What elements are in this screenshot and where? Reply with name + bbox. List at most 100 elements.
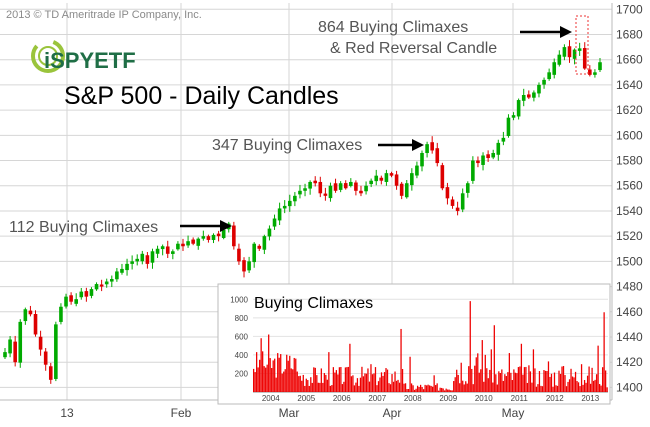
inset-bar [265,367,267,392]
candle-body [18,321,23,363]
candle [379,175,384,185]
inset-bar [456,369,458,392]
candle-body [206,236,211,240]
candle [404,179,409,199]
candle-body [125,263,129,271]
candle [369,178,373,188]
inset-bar [382,375,384,392]
inset-bar [311,382,313,392]
candle-body [171,251,175,254]
inset-bar [373,373,375,392]
inset-bar [448,389,450,392]
inset-bar [528,365,530,392]
inset-bar [256,352,258,392]
candle-body [318,181,323,194]
candle-body [445,187,450,199]
annotation-112: 112 Buying Climaxes [9,219,232,236]
inset-bar [262,351,264,392]
inset-bar [356,378,359,392]
inset-bar [410,383,413,392]
candle-body [491,152,496,158]
inset-bar [493,325,495,392]
candle-body [191,239,195,244]
inset-bar [471,368,473,392]
candle [69,292,73,305]
inset-bar [368,381,371,392]
candle-body [196,238,201,246]
inset-bar [425,385,428,392]
candle [3,348,7,360]
candle [59,303,63,325]
inset-bar [531,382,533,392]
inset-bar [589,383,592,392]
inset-bar [453,381,455,392]
inset-bar [283,371,285,392]
candle-body [89,289,94,296]
inset-bar [552,386,554,392]
inset-bar [481,340,483,392]
arrow-right-icon [560,26,572,38]
inset-bar [523,367,526,392]
inset-bar [326,379,328,392]
candle [588,65,592,77]
candle-body [465,183,470,193]
inset-bar [277,353,279,392]
candle-body [23,309,28,322]
inset-bar [331,385,333,392]
candle [79,287,84,300]
inset-bar [579,386,581,392]
inset-bar [407,389,410,392]
inset-y-tick-label: 600 [235,332,249,341]
inset-bar [502,380,504,392]
inset-bar [435,385,437,392]
inset-bar [376,385,378,392]
candle [303,183,307,197]
candle-body [3,352,7,358]
inset-bar [307,380,309,392]
candle-body [511,115,516,118]
inset-bar [562,366,565,392]
candle [313,176,318,187]
candle [491,149,496,160]
annotation-864-text: 864 Buying Climaxes [318,19,468,36]
candle [94,282,99,291]
inset-bar [433,375,435,392]
candle [165,240,170,259]
inset-bar [565,386,568,392]
inset-bar [371,374,374,392]
candle [445,182,450,205]
inset-bar [349,343,351,392]
inset-bar [346,367,348,392]
candle [171,249,175,260]
inset-bar [367,368,369,392]
candle-body [43,351,48,365]
inset-bar [418,386,420,392]
candle [359,185,363,197]
candle [450,196,455,209]
inset-bar [403,383,405,392]
candle-body [323,193,328,196]
candle-body [562,47,567,57]
candle [501,131,506,146]
inset-bar [547,361,550,392]
candle-body [33,313,38,335]
candle-body [99,284,104,287]
inset-bar [424,384,426,392]
inset-bar [517,367,520,392]
inset-bar [564,375,566,392]
inset-bar [600,385,602,392]
inset-bar [594,379,596,392]
candle [155,245,160,258]
inset-bar [439,387,441,392]
candle-body [455,207,460,211]
inset-x-tick-label: 2009 [439,394,457,403]
inset-bar [472,384,474,392]
inset-bar [398,382,401,392]
inset-bar [568,379,571,392]
inset-x-tick-label: 2008 [404,394,422,403]
candle [125,258,129,276]
candle-body [440,165,445,189]
inset-bar [597,345,599,392]
inset-bar [582,384,584,392]
